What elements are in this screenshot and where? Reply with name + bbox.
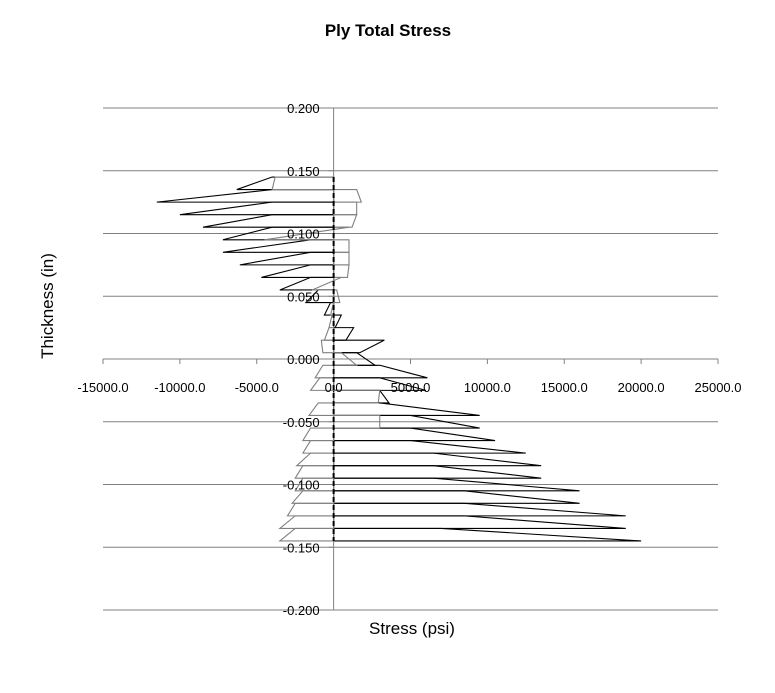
x-axis-title: Stress (psi) [369, 619, 455, 638]
y-tick-label: -0.200 [283, 603, 320, 618]
ply-stress-block [333, 364, 428, 379]
y-tick-label: -0.150 [283, 540, 320, 555]
ply-stress-block [323, 327, 335, 341]
ply-stress-block [286, 502, 335, 517]
x-tick-label: -15000.0 [77, 380, 128, 395]
ply-stress-block [294, 465, 335, 479]
ply-stress-block [333, 465, 542, 479]
ply-stress-block [333, 440, 526, 454]
ply-stress-block [301, 440, 335, 454]
ply-stress-block [333, 490, 580, 504]
ply-stress-block [333, 502, 626, 517]
x-tick-label: 25000.0 [695, 380, 742, 395]
x-tick-label: 0.0 [325, 380, 343, 395]
ply-stress-block [239, 251, 335, 266]
ply-stress-block [320, 339, 335, 354]
ply-stress-block [333, 339, 385, 354]
ply-stress-block [222, 239, 335, 253]
ply-stress-block [179, 201, 335, 216]
x-tick-label: -5000.0 [235, 380, 279, 395]
x-tick-label: 10000.0 [464, 380, 511, 395]
ply-stress-block [261, 264, 335, 278]
ply-stress-block [314, 364, 335, 379]
ply-stress-block [333, 264, 350, 278]
ply-stress-block [307, 402, 335, 417]
ply-stress-block [333, 515, 626, 529]
chart-title: Ply Total Stress [325, 21, 451, 40]
y-axis-ticks: 0.200 0.150 0.100 0.050 0.000 -0.050 -0.100 -0.… [283, 101, 320, 618]
y-tick-label: -0.050 [283, 415, 320, 430]
ply-stress-block [333, 427, 496, 442]
series-2 [264, 176, 381, 542]
ply-stress-block [295, 452, 335, 467]
ply-stress-block [333, 189, 363, 203]
ply-stress-block [333, 402, 480, 417]
x-tick-label: -10000.0 [154, 380, 205, 395]
ply-stress-block [278, 515, 335, 529]
ply-stress-block [333, 452, 542, 467]
ply-stress-block [311, 276, 342, 291]
x-tick-label: 15000.0 [541, 380, 588, 395]
y-tick-label: 0.150 [287, 164, 320, 179]
x-axis-ticks: -15000.0 -10000.0 -5000.0 0.0 5000.0 10000.0 1… [77, 380, 741, 395]
y-axis-title: Thickness (in) [38, 253, 57, 359]
x-tick-label: 5000.0 [391, 380, 431, 395]
y-tick-label: 0.200 [287, 101, 320, 116]
ply-stress-block [236, 176, 335, 191]
ply-stress-block [278, 527, 335, 542]
ply-stress-block [290, 490, 335, 504]
ply-stress-block [301, 427, 335, 442]
ply-stress-block [156, 189, 335, 203]
ply-stress-block [333, 414, 381, 429]
ply-stress-block [333, 201, 358, 216]
y-tick-label: 0.050 [287, 289, 320, 304]
gridlines [102, 107, 719, 611]
y-tick-label: 0.100 [287, 227, 320, 242]
y-tick-label: -0.100 [283, 478, 320, 493]
y-tick-label: 0.000 [287, 352, 320, 367]
ply-stress-block [202, 214, 335, 228]
ply-stress-block [333, 239, 350, 253]
ply-stress-block [333, 251, 350, 266]
plot-area [156, 176, 642, 542]
ply-stress-block [333, 327, 355, 341]
ply-stress-block [333, 389, 381, 404]
ply-stress-block [333, 527, 642, 542]
ply-stress-block [294, 477, 335, 492]
ply-stress-block [333, 214, 358, 228]
x-tick-label: 20000.0 [618, 380, 665, 395]
ply-stress-block [333, 314, 343, 329]
ply-stress-block [271, 176, 335, 191]
